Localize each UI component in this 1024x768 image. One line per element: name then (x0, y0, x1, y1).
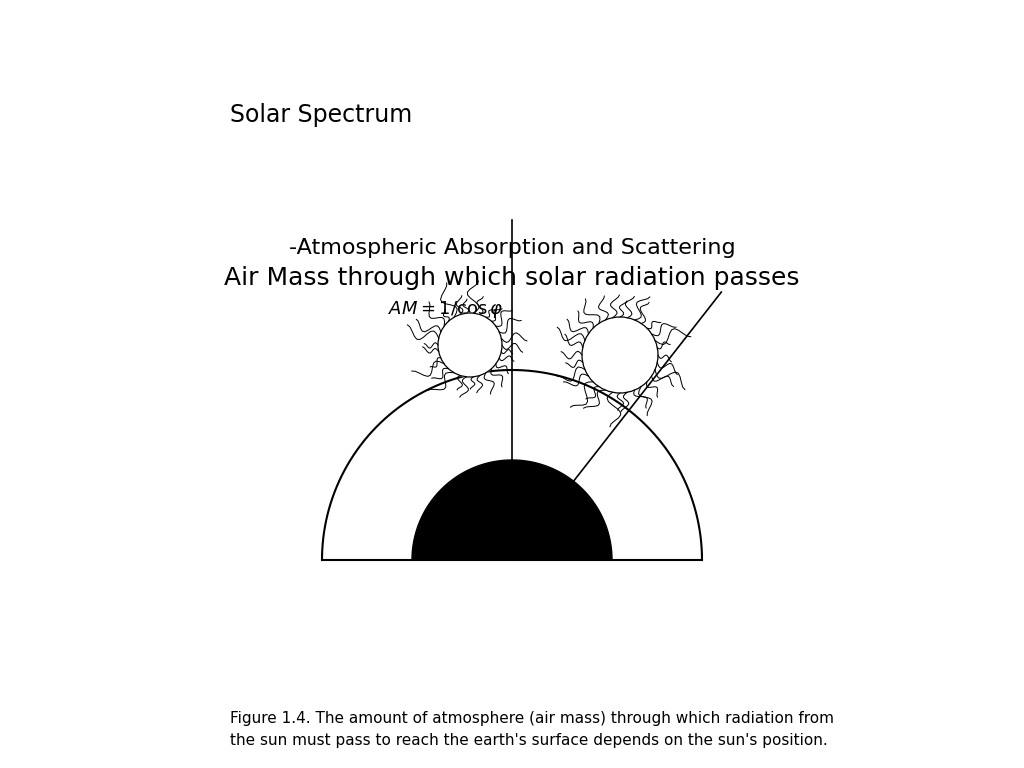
Text: -Atmospheric Absorption and Scattering: -Atmospheric Absorption and Scattering (289, 238, 735, 258)
Polygon shape (412, 460, 612, 560)
Text: Air Mass through which solar radiation passes: Air Mass through which solar radiation p… (224, 266, 800, 290)
Circle shape (438, 313, 502, 377)
Text: the sun must pass to reach the earth's surface depends on the sun's position.: the sun must pass to reach the earth's s… (230, 733, 827, 747)
Text: Figure 1.4. The amount of atmosphere (air mass) through which radiation from: Figure 1.4. The amount of atmosphere (ai… (230, 710, 834, 726)
Text: Solar Spectrum: Solar Spectrum (230, 103, 413, 127)
Text: $AM = 1/\cos\varphi$: $AM = 1/\cos\varphi$ (388, 300, 503, 320)
Text: $\varphi$: $\varphi$ (548, 501, 564, 521)
Circle shape (582, 317, 658, 393)
